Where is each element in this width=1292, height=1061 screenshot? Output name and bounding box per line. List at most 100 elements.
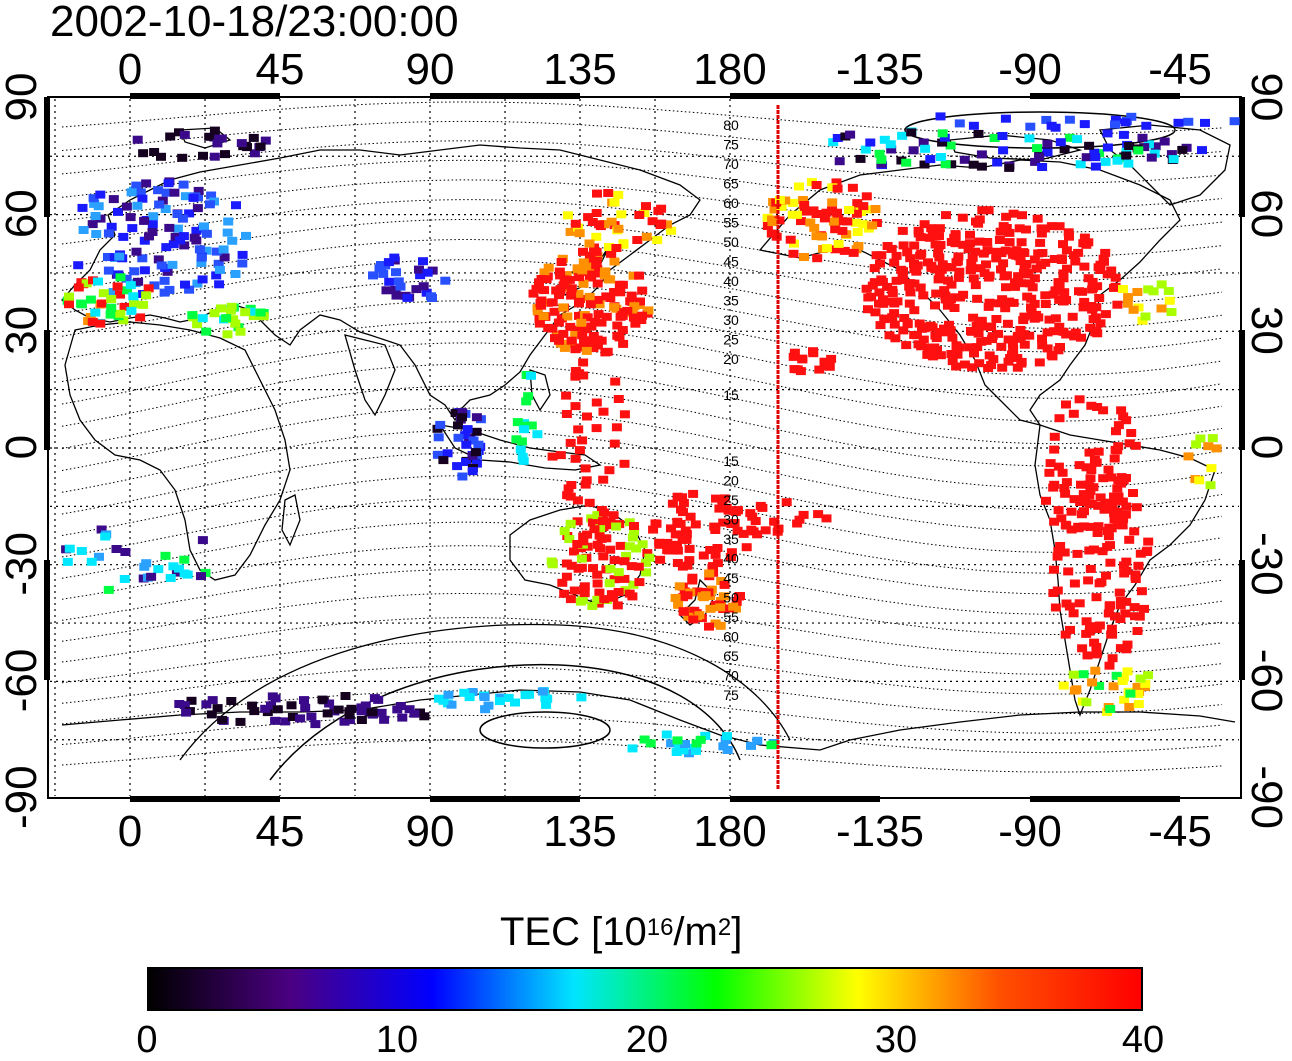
tec-cell — [566, 336, 577, 345]
tec-cell — [1122, 667, 1133, 676]
tec-cell — [901, 341, 912, 350]
tec-cell — [174, 128, 184, 137]
tec-cell — [1013, 272, 1024, 281]
tec-cell — [680, 740, 690, 748]
tec-cell — [996, 265, 1006, 274]
tec-cell — [973, 219, 984, 228]
contour-label-south: 70 — [723, 668, 739, 684]
tec-cell — [460, 431, 471, 440]
tec-cell — [295, 714, 306, 723]
tec-cell — [236, 139, 247, 148]
tec-cell — [168, 240, 179, 249]
tec-cell — [678, 499, 689, 508]
tec-cell — [934, 232, 944, 241]
tec-cell — [1059, 484, 1070, 492]
tec-cell — [685, 512, 696, 521]
tec-cell — [891, 276, 902, 285]
tec-cell — [639, 209, 650, 218]
tec-cell — [688, 615, 699, 624]
tec-cell — [747, 512, 758, 521]
tec-cell — [1130, 441, 1141, 450]
tec-cell — [1131, 503, 1142, 512]
tec-cell — [1000, 304, 1011, 313]
tec-cell — [1087, 678, 1098, 687]
tec-cell — [601, 312, 612, 321]
tec-cell — [115, 273, 126, 282]
tec-cell — [556, 258, 567, 266]
colorbar-tick-20: 20 — [625, 1019, 669, 1061]
tec-cell — [598, 517, 609, 526]
tec-cell — [204, 132, 215, 141]
tec-cell — [599, 508, 609, 517]
tec-cell — [1081, 698, 1092, 707]
tec-cell — [1132, 627, 1143, 635]
tec-cell — [1029, 274, 1040, 283]
tec-cell — [629, 522, 639, 530]
tec-cell — [851, 218, 861, 227]
tec-cell — [381, 286, 392, 295]
tec-cell — [970, 247, 981, 256]
tec-cell — [987, 332, 998, 341]
tec-cell — [937, 129, 948, 138]
tec-cell — [1078, 670, 1089, 679]
tec-cell — [952, 350, 963, 359]
tec-cell — [139, 216, 150, 225]
colorbar-tick-40: 40 — [1121, 1019, 1165, 1061]
tec-cell — [934, 253, 945, 262]
tec-cell — [193, 186, 204, 195]
tec-cell — [172, 224, 183, 233]
tec-cell — [1135, 549, 1146, 558]
tec-cell — [565, 595, 576, 604]
tec-cell — [121, 274, 132, 283]
tec-cell — [570, 331, 581, 339]
tec-cell — [1085, 522, 1096, 531]
tec-cell — [516, 437, 527, 446]
tec-cell — [591, 209, 602, 217]
tec-cell — [1040, 300, 1051, 308]
tec-cell — [774, 195, 785, 204]
tec-cell — [566, 481, 577, 489]
tec-cell — [389, 253, 400, 262]
x-tick-bottom: 0 — [118, 807, 142, 856]
tec-cell — [194, 245, 205, 254]
tec-cell — [471, 427, 482, 436]
tec-cell — [344, 716, 355, 725]
tec-cell — [842, 217, 853, 226]
tec-cell — [996, 342, 1007, 351]
contour-label-north: 30 — [723, 312, 739, 328]
tec-cell — [1128, 489, 1138, 497]
tec-cell — [1110, 273, 1121, 282]
tec-cell — [1042, 139, 1053, 148]
tec-cell — [974, 359, 985, 368]
tec-cell — [554, 267, 565, 276]
tec-cell — [594, 588, 605, 597]
tec-cell — [1115, 644, 1126, 653]
tec-cell — [808, 206, 819, 215]
tec-cell — [811, 232, 822, 241]
tec-cell — [1029, 255, 1040, 264]
tec-cell — [64, 300, 74, 309]
tec-cell — [177, 214, 188, 223]
tec-cell — [1067, 312, 1078, 321]
tec-cell — [395, 702, 406, 710]
tec-cell — [395, 282, 406, 291]
tec-cell — [1055, 343, 1065, 351]
tec-cell — [1141, 121, 1152, 130]
tec-cell — [1083, 480, 1094, 489]
tec-cell — [870, 308, 881, 317]
tec-cell — [1034, 152, 1045, 161]
tec-cell — [592, 511, 603, 520]
tec-cell — [1037, 334, 1047, 343]
tec-cell — [356, 707, 367, 716]
tec-cell — [605, 517, 616, 526]
tec-cell — [915, 251, 926, 260]
tec-cell — [1049, 445, 1060, 454]
tec-cell — [62, 557, 73, 566]
tec-cell — [539, 286, 550, 295]
tec-cell — [579, 336, 589, 345]
tec-cell — [865, 138, 876, 147]
tec-cell — [874, 149, 885, 158]
tec-cell — [577, 266, 588, 275]
tec-cell — [378, 269, 389, 278]
tec-cell — [861, 284, 872, 293]
